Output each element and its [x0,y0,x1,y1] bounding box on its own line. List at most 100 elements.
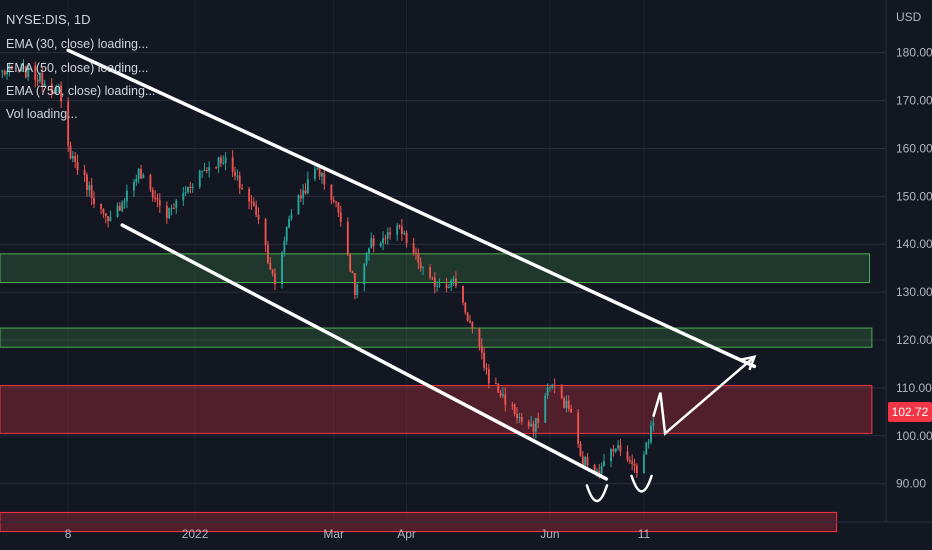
candle-up [116,205,119,217]
candle-down [156,198,159,201]
candle-down [497,383,500,393]
candle-down [337,202,340,213]
candle-up [544,395,547,423]
candle-down [349,254,352,272]
projection-path[interactable] [652,355,756,436]
candle-up [203,170,206,172]
candle-down [612,449,615,452]
currency-label: USD [896,10,922,24]
candle-down [332,199,335,202]
projection-arrowhead[interactable] [740,355,757,371]
time-tick-label: Jun [540,527,559,541]
candle-up [321,173,323,177]
price-tick-label: 140.00 [896,237,932,251]
candle-down [619,445,622,452]
ema-30-indicator[interactable]: EMA (30, close) loading... [6,37,149,51]
candle-down [69,145,72,159]
time-tick-label: 2022 [182,527,209,541]
lower-trend-line[interactable] [120,223,609,481]
price-axis[interactable]: USD 180.00 170.00 160.00 150.00 140.00 130.00… [885,0,932,522]
candle-up [222,162,225,164]
candle-up [125,190,128,202]
candle-down [318,168,321,177]
candle-up [642,454,645,474]
candle-up [436,285,439,287]
candle-up [283,241,286,253]
candle-down [255,205,258,216]
candle-down [433,277,436,287]
price-tick-label: 120.00 [896,333,932,347]
candle-up [191,186,194,188]
candle-down [511,404,514,406]
candle-down [598,470,601,474]
candle-down [478,328,481,346]
candle-up [614,448,617,452]
bottom-arc[interactable] [630,474,653,493]
symbol-title[interactable]: NYSE:DIS, 1D [6,12,91,27]
candle-up [379,242,382,247]
upper-trend-line[interactable] [66,48,757,369]
candle-down [24,66,27,78]
candle-down [189,186,192,188]
price-tick-label: 110.00 [896,381,932,395]
ema-50-indicator[interactable]: EMA (50, close) loading... [6,61,149,75]
candle-down [299,195,302,199]
candle-down [304,190,307,194]
candle-down [149,174,152,190]
current-price-tag-box [888,402,932,422]
candle-down [330,184,333,200]
candle-up [290,214,293,219]
candle-down [579,443,582,457]
candle-up [368,248,370,253]
candle-down [140,168,142,179]
candle-up [168,208,171,219]
ema-750-indicator[interactable]: EMA (750, close) loading... [6,84,156,98]
candle-down [104,213,107,217]
candle-up [6,71,8,75]
candle-down [516,413,518,419]
candle-down [628,460,631,462]
candle-up [57,85,60,88]
candle-down [417,253,420,263]
candle-up [133,181,135,191]
trend-drawings[interactable] [66,48,757,503]
time-tick-label: 8 [65,527,72,541]
candle-up [452,278,455,281]
candle-up [170,208,173,210]
candle-up [182,192,185,201]
time-axis[interactable]: 8 2022 Mar Apr Jun 11 [0,521,932,541]
candle-down [241,187,244,189]
grid-lines [0,0,886,522]
candle-down [323,173,326,185]
candle-down [466,312,469,321]
candle-down [53,92,55,94]
candle-down [36,79,39,82]
candle-up [530,423,533,427]
candle-up [302,190,305,199]
candle-down [353,273,356,295]
candle-down [252,202,255,206]
candle-up [8,65,11,72]
candle-down [165,205,168,219]
price-tick-label: 160.00 [896,141,932,155]
candle-down [520,416,523,422]
current-price-value: 102.72 [892,405,929,419]
candle-down [219,157,222,164]
candle-down [384,238,387,240]
candle-up [281,252,283,285]
candle-down [86,175,88,190]
bottom-arc[interactable] [585,484,609,503]
candle-down [118,205,121,211]
candle-down [635,465,638,474]
candle-down [172,208,175,210]
candle-up [285,227,288,242]
candle-up [645,442,648,455]
candle-down [215,167,218,169]
candle-up [365,252,368,264]
candle-down [577,412,580,444]
candle-down [567,400,570,409]
candle-down [50,83,53,93]
time-tick-label: 11 [638,527,651,541]
volume-indicator[interactable]: Vol loading... [6,107,78,121]
